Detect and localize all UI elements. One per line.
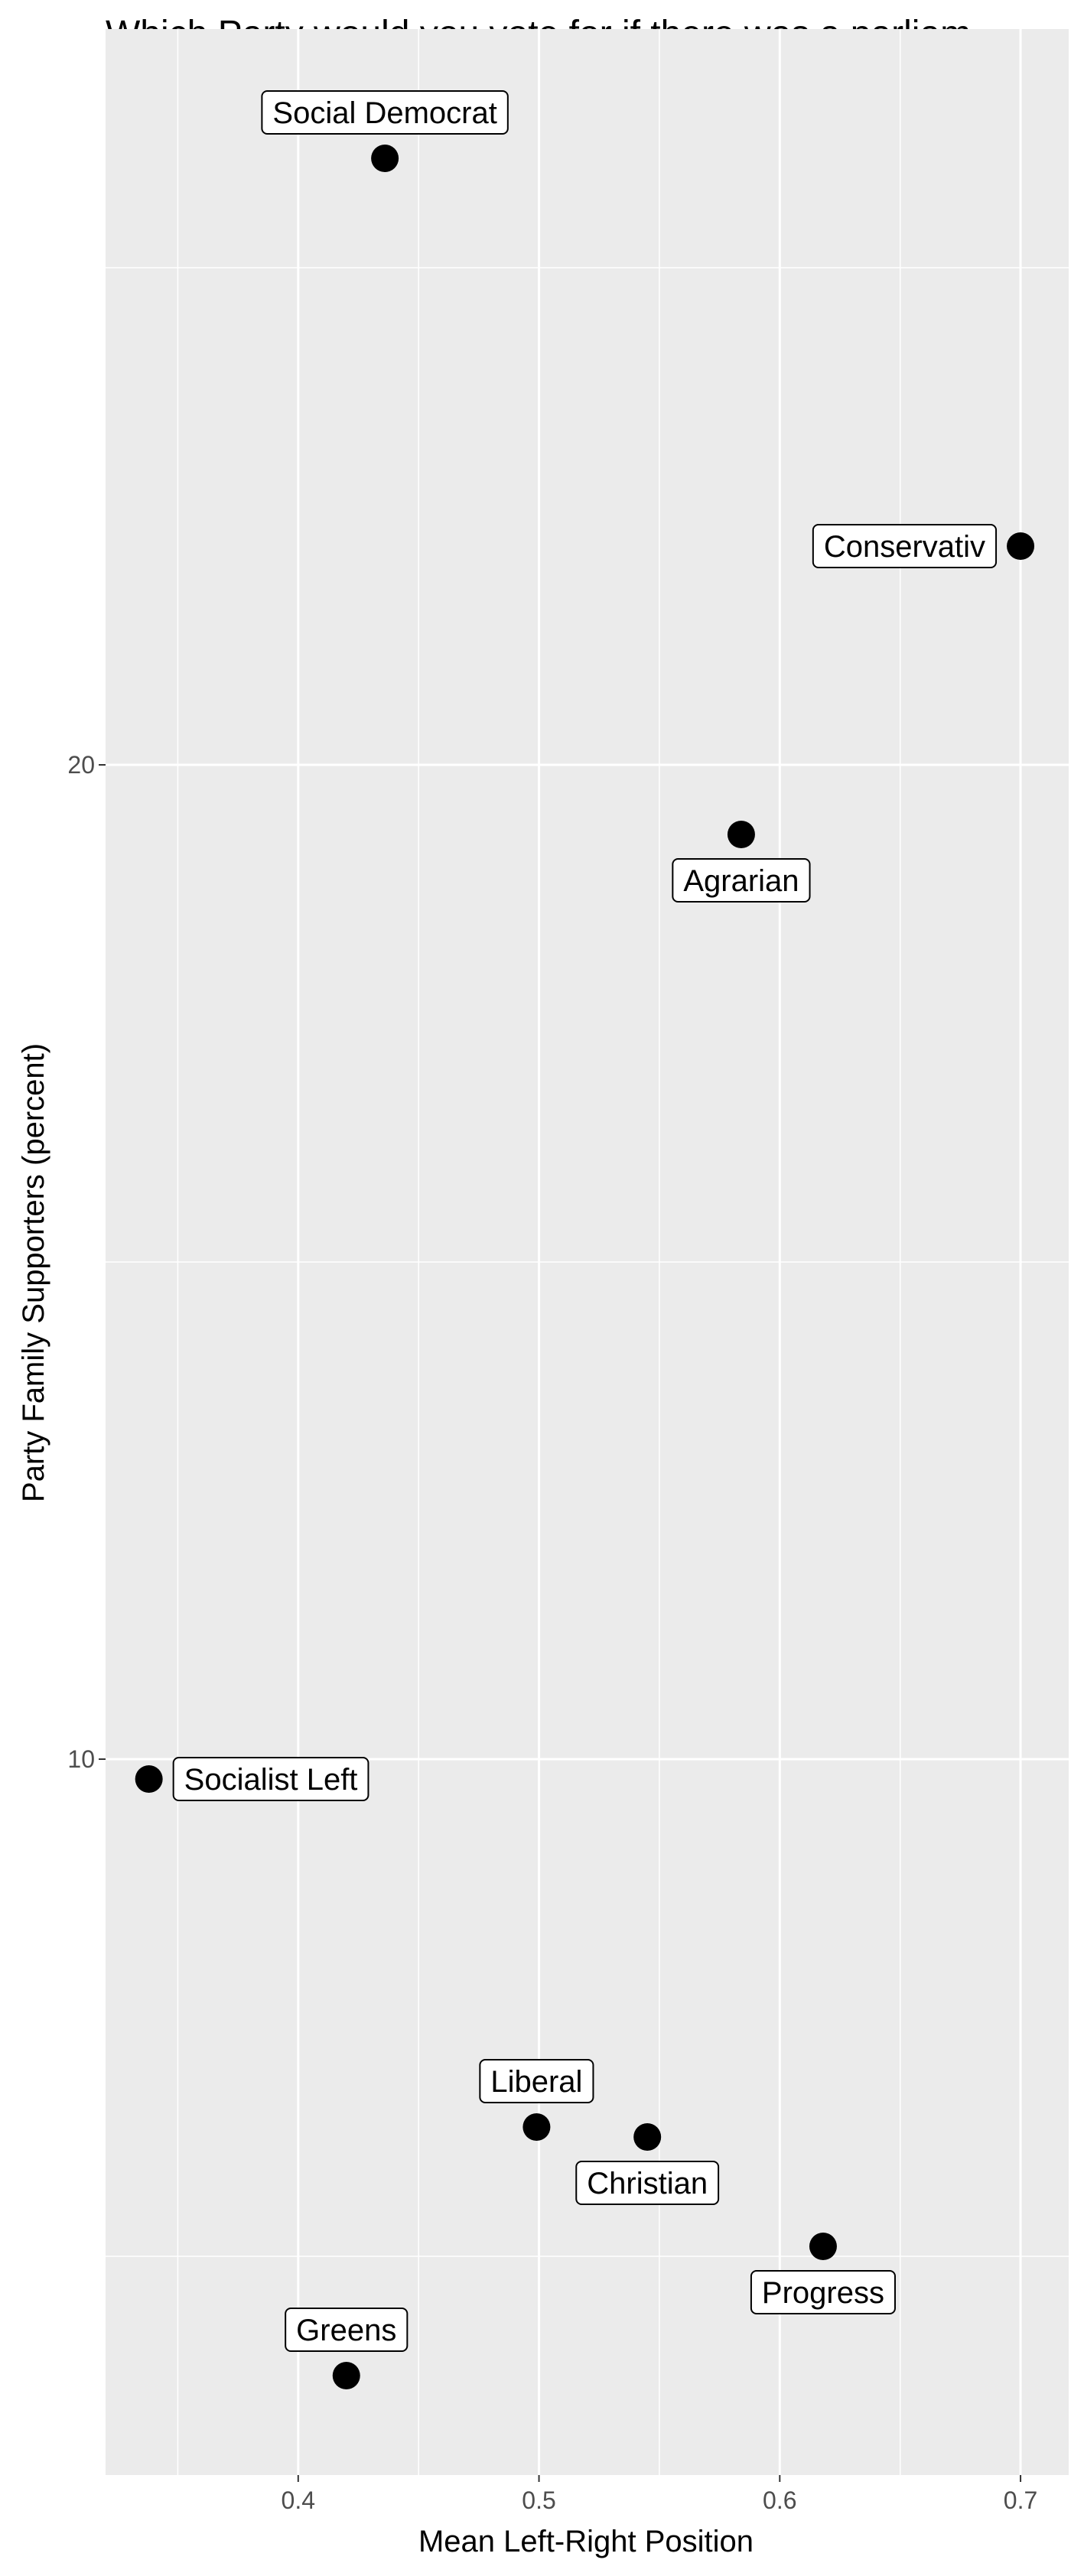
x-tick-label: 0.6 (763, 2487, 796, 2514)
point-label-box (285, 2308, 409, 2352)
point-label-text: Christian (587, 2167, 708, 2200)
point-label-text: Socialist Left (184, 1763, 358, 1797)
x-axis: 0.4 0.5 0.6 0.7 (282, 2475, 1037, 2514)
point-label: Conservativ (812, 524, 998, 568)
y-axis-title: Party Family Supporters (percent) (17, 1043, 50, 1502)
point-label: Agrarian (672, 858, 811, 903)
x-tick-label: 0.5 (522, 2487, 555, 2514)
data-point (371, 145, 399, 172)
minor-gridlines (106, 29, 1069, 2475)
plot-panel (106, 29, 1069, 2475)
data-point (135, 1765, 163, 1793)
y-axis: 10 20 (67, 751, 106, 1773)
point-label: Greens (285, 2308, 409, 2352)
point-label-box (172, 1757, 369, 1801)
point-label-text: Greens (296, 2314, 396, 2347)
point-labels: Social Democrat Conservativ Agrarian Social… (172, 90, 998, 2352)
point-label: Liberal (479, 2059, 594, 2103)
point-label: Progress (750, 2270, 896, 2314)
data-point (1007, 532, 1035, 560)
point-label-box (672, 858, 811, 903)
point-label-box (575, 2161, 720, 2205)
point-label: Christian (575, 2161, 720, 2205)
point-label-text: Agrarian (683, 864, 799, 898)
data-point (332, 2362, 360, 2389)
data-points (135, 145, 1035, 2389)
data-point (522, 2113, 551, 2141)
point-label-text: Conservativ (824, 530, 985, 564)
point-label-text: Liberal (490, 2065, 582, 2099)
y-tick-label: 20 (67, 751, 95, 779)
point-label-text: Social Democrat (272, 96, 496, 130)
point-label-box (479, 2059, 594, 2103)
data-point (727, 821, 755, 848)
point-label-box (812, 524, 998, 568)
point-label-text: Progress (762, 2276, 884, 2310)
y-tick-label: 10 (67, 1745, 95, 1773)
data-point (809, 2233, 837, 2260)
data-point (633, 2123, 662, 2151)
x-tick-label: 0.7 (1004, 2487, 1037, 2514)
point-label: Socialist Left (172, 1757, 369, 1801)
point-label: Social Democrat (261, 90, 509, 135)
point-label-box (750, 2270, 896, 2314)
x-axis-title: Mean Left-Right Position (418, 2525, 754, 2558)
x-tick-label: 0.4 (282, 2487, 315, 2514)
point-label-box (261, 90, 509, 135)
